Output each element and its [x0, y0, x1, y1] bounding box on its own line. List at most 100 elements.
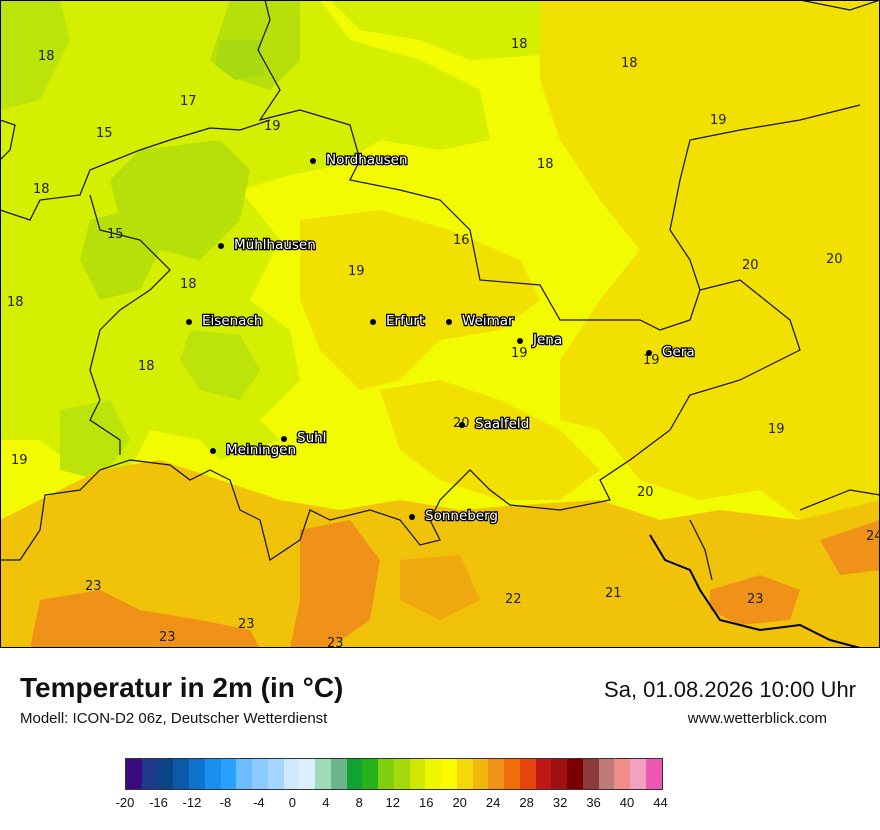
hot-patch-south-1 — [290, 520, 380, 648]
colorbar-segment — [456, 759, 473, 789]
colorbar-tick-label: -8 — [219, 795, 232, 810]
temp-label: 19 — [511, 346, 528, 361]
city-label-erfurt: Erfurt — [386, 313, 424, 329]
city-label-nordhausen: Nordhausen — [326, 152, 408, 168]
colorbar-tick-label: -12 — [182, 795, 202, 810]
cooler-zone-northwest — [0, 0, 490, 470]
temp-label: 16 — [453, 233, 470, 248]
colorbar-segment — [283, 759, 300, 789]
colorbar-segment — [582, 759, 599, 789]
city-dot — [218, 243, 224, 249]
colorbar-segment — [630, 759, 646, 789]
hot-patch-south-2 — [30, 590, 260, 648]
thuringia-border-west — [0, 119, 271, 455]
city-label-weimar: Weimar — [462, 313, 514, 329]
temp-label: 19 — [768, 422, 785, 437]
temp-label: 20 — [826, 252, 843, 267]
temp-label: 19 — [348, 264, 365, 279]
temperature-colorbar — [125, 758, 663, 790]
city-dot — [459, 422, 465, 428]
temp-label: 19 — [11, 453, 28, 468]
temp-label: 18 — [180, 277, 197, 292]
temperature-map: 18 17 15 19 18 15 18 18 18 19 18 18 18 1… — [0, 0, 880, 648]
temp-label: 18 — [38, 49, 55, 64]
colorbar-tick-label: -20 — [115, 795, 135, 810]
warm-band-south — [0, 460, 880, 648]
map-title: Temperatur in 2m (in °C) — [20, 672, 344, 703]
colorbar-segment — [204, 759, 221, 789]
colorbar-segment — [567, 759, 583, 789]
hot-patch-south-4 — [820, 520, 880, 575]
temp-label: 15 — [96, 126, 113, 141]
warm-patch-center — [300, 210, 540, 390]
colorbar-segment — [141, 759, 158, 789]
national-border-czech — [649, 534, 861, 648]
temp-label: 18 — [138, 359, 155, 374]
temp-label: 19 — [264, 119, 281, 134]
colorbar-segment — [236, 759, 252, 789]
thuringia-border — [0, 0, 801, 561]
city-label-eisenach: Eisenach — [202, 313, 262, 329]
colorbar-segment — [614, 759, 630, 789]
colorbar-tick-label: 12 — [385, 795, 400, 810]
colorbar-segment — [488, 759, 504, 789]
colorbar-segment — [157, 759, 174, 789]
city-dot — [446, 319, 452, 325]
thuringia-border-east-inner — [669, 0, 880, 291]
city-dot — [646, 350, 652, 356]
colorbar-tick-label: 16 — [418, 795, 434, 810]
temp-label: 17 — [180, 94, 197, 109]
temp-label: 23 — [159, 630, 176, 645]
colorbar-segment — [645, 759, 662, 789]
colorbar-segment — [299, 759, 315, 789]
colorbar-segment — [220, 759, 237, 789]
city-markers: Nordhausen Mühlhausen Eisenach Erfurt We… — [186, 151, 696, 525]
cold-patch-3 — [215, 40, 265, 80]
website-link: www.wetterblick.com — [687, 710, 827, 727]
colorbar-ticks: -20 -16 -12 -8 -4 0 4 8 12 16 20 24 28 32 36 40 44 — [0, 795, 880, 815]
city-label-muehlhausen: Mühlhausen — [234, 237, 316, 253]
colorbar-tick-label: -16 — [149, 795, 168, 810]
colorbar-segment — [393, 759, 410, 789]
colorbar-segment — [252, 759, 268, 789]
city-dot — [310, 158, 316, 164]
city-label-gera: Gera — [662, 344, 695, 360]
colorbar-segment — [378, 759, 394, 789]
temp-label: 18 — [511, 37, 528, 52]
city-dot — [210, 448, 216, 454]
colorbar-segment — [504, 759, 520, 789]
temp-label: 18 — [7, 295, 24, 310]
warm-patch-center-south — [380, 380, 600, 500]
cold-patch-7 — [0, 0, 70, 110]
colorbar-segment — [519, 759, 536, 789]
colorbar-tick-label: 20 — [452, 795, 467, 810]
temp-label: 20 — [637, 485, 654, 500]
colorbar-tick-label: 0 — [288, 795, 296, 810]
temp-label: 23 — [85, 579, 102, 594]
temp-label: 23 — [238, 617, 255, 632]
warm-patch-east — [540, 0, 880, 520]
colorbar-tick-label: 40 — [619, 795, 635, 810]
colorbar-segment — [551, 759, 567, 789]
colorbar-tick-label: 32 — [552, 795, 568, 810]
temp-label: 18 — [537, 157, 554, 172]
bavaria-border-east — [689, 489, 880, 581]
temp-label: 23 — [327, 636, 344, 648]
colorbar-segment — [598, 759, 615, 789]
city-label-meiningen: Meiningen — [226, 442, 296, 458]
colorbar-segment — [535, 759, 552, 789]
city-dot — [186, 319, 192, 325]
colorbar-tick-label: 8 — [355, 795, 363, 810]
hot-patch-south-3 — [710, 575, 800, 625]
temp-label: 22 — [505, 592, 522, 607]
colorbar-segment — [330, 759, 347, 789]
colorbar-segment — [346, 759, 363, 789]
city-dot — [281, 436, 287, 442]
colorbar-segment — [315, 759, 331, 789]
city-dot — [517, 338, 523, 344]
temperature-labels: 18 17 15 19 18 15 18 18 18 19 18 18 18 1… — [7, 37, 880, 648]
colorbar-tick-label: 36 — [586, 795, 601, 810]
temp-label: 19 — [643, 353, 660, 368]
temp-label: 21 — [605, 586, 622, 601]
colorbar-segment — [409, 759, 426, 789]
